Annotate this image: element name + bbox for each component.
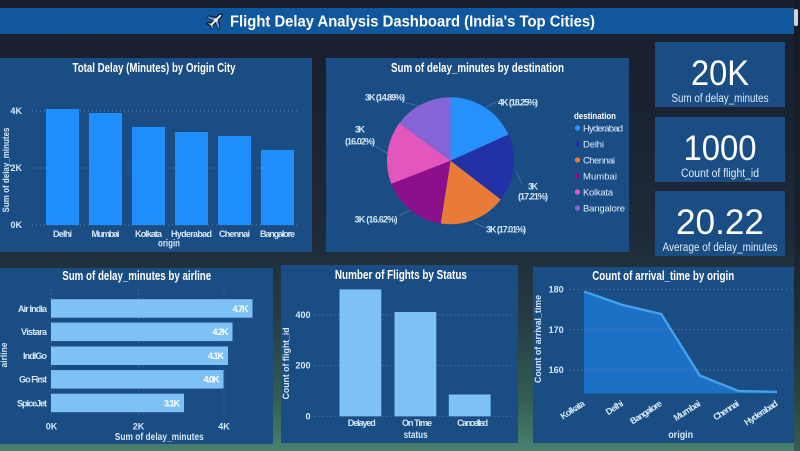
svg-text:Sum of delay_minutes by destin: Sum of delay_minutes by destination	[391, 60, 564, 75]
svg-text:3.1K: 3.1K	[164, 398, 181, 408]
svg-text:On Time: On Time	[402, 418, 432, 428]
svg-text:SpiceJet: SpiceJet	[17, 398, 47, 408]
svg-text:Cancelled: Cancelled	[457, 418, 488, 428]
svg-text:1000: 1000	[684, 129, 757, 168]
svg-text:Count of flight_id: Count of flight_id	[281, 327, 291, 399]
svg-text:Sum of delay_minutes: Sum of delay_minutes	[1, 128, 11, 213]
svg-text:Bangalore: Bangalore	[628, 398, 664, 426]
svg-text:destination: destination	[574, 111, 616, 122]
svg-text:160: 160	[549, 365, 564, 375]
svg-text:airline: airline	[0, 343, 9, 368]
svg-text:4.2K: 4.2K	[213, 327, 230, 337]
svg-text:Bangalore: Bangalore	[260, 229, 295, 239]
svg-text:3K (16.62%): 3K (16.62%)	[355, 214, 398, 224]
svg-text:Total Delay (Minutes) by Origi: Total Delay (Minutes) by Origin City	[73, 60, 237, 75]
svg-text:2K: 2K	[133, 422, 145, 432]
svg-text:Chennai: Chennai	[583, 155, 615, 166]
svg-text:4K (18.25%): 4K (18.25%)	[498, 97, 538, 107]
svg-text:Count of arrival_time by origi: Count of arrival_time by origin	[592, 268, 734, 283]
svg-text:3K: 3K	[355, 124, 366, 134]
svg-text:Bangalore: Bangalore	[583, 203, 625, 214]
svg-text:180: 180	[549, 285, 564, 295]
svg-text:4.1K: 4.1K	[208, 351, 225, 361]
svg-text:3K (17.01%): 3K (17.01%)	[486, 224, 526, 234]
svg-text:0K: 0K	[46, 422, 58, 432]
svg-text:status: status	[404, 430, 428, 441]
svg-text:Count of arrival_time: Count of arrival_time	[533, 295, 543, 383]
svg-text:Go First: Go First	[19, 375, 47, 385]
svg-text:Kolkata: Kolkata	[583, 187, 614, 198]
svg-text:Number of Flights by Status: Number of Flights by Status	[335, 267, 467, 282]
svg-text:(16.02%): (16.02%)	[345, 136, 375, 146]
svg-text:Average of delay_minutes: Average of delay_minutes	[663, 242, 778, 254]
svg-text:Delhi: Delhi	[604, 398, 625, 417]
svg-text:Chennai: Chennai	[711, 398, 741, 422]
svg-text:Hyderabad: Hyderabad	[583, 123, 623, 134]
svg-text:170: 170	[549, 325, 564, 335]
svg-text:4.0K: 4.0K	[204, 375, 221, 385]
svg-text:origin: origin	[158, 239, 180, 250]
svg-text:2K: 2K	[10, 163, 22, 173]
svg-text:Flight Delay Analysis Dashboar: Flight Delay Analysis Dashboard (India's…	[230, 14, 595, 31]
svg-text:Air India: Air India	[18, 304, 48, 314]
svg-text:Delhi: Delhi	[53, 229, 72, 239]
svg-text:Vistara: Vistara	[21, 327, 48, 337]
svg-text:Sum of delay_minutes by airlin: Sum of delay_minutes by airline	[62, 268, 211, 283]
svg-text:Sum of delay_minutes: Sum of delay_minutes	[672, 93, 769, 105]
svg-text:IndiGo: IndiGo	[23, 351, 48, 361]
svg-text:origin: origin	[668, 430, 693, 441]
svg-text:Delhi: Delhi	[583, 139, 604, 150]
svg-text:Mumbai: Mumbai	[92, 229, 120, 239]
svg-text:Mumbai: Mumbai	[672, 398, 703, 423]
svg-text:Kolkata: Kolkata	[135, 229, 163, 239]
svg-text:(17.21%): (17.21%)	[518, 191, 548, 201]
svg-text:Sum of delay_minutes: Sum of delay_minutes	[115, 432, 204, 443]
svg-text:4K: 4K	[218, 422, 230, 432]
svg-text:Delayed: Delayed	[348, 418, 376, 428]
svg-text:4K: 4K	[10, 106, 22, 116]
svg-text:0K: 0K	[10, 220, 22, 230]
svg-text:Count of flight_id: Count of flight_id	[681, 168, 759, 180]
svg-text:Kolkata: Kolkata	[558, 398, 587, 422]
svg-text:Hyderabad: Hyderabad	[171, 229, 212, 239]
svg-text:20K: 20K	[691, 54, 749, 93]
svg-text:Hyderabad: Hyderabad	[742, 398, 779, 427]
svg-text:3K: 3K	[528, 181, 539, 191]
svg-text:0: 0	[305, 412, 310, 422]
svg-text:20.22: 20.22	[676, 203, 764, 242]
svg-text:4.7K: 4.7K	[233, 304, 250, 314]
svg-text:Chennai: Chennai	[219, 229, 250, 239]
svg-text:Mumbai: Mumbai	[583, 171, 617, 182]
svg-text:3K (14.89%): 3K (14.89%)	[365, 92, 405, 102]
svg-text:200: 200	[295, 361, 310, 371]
svg-text:400: 400	[295, 310, 310, 320]
